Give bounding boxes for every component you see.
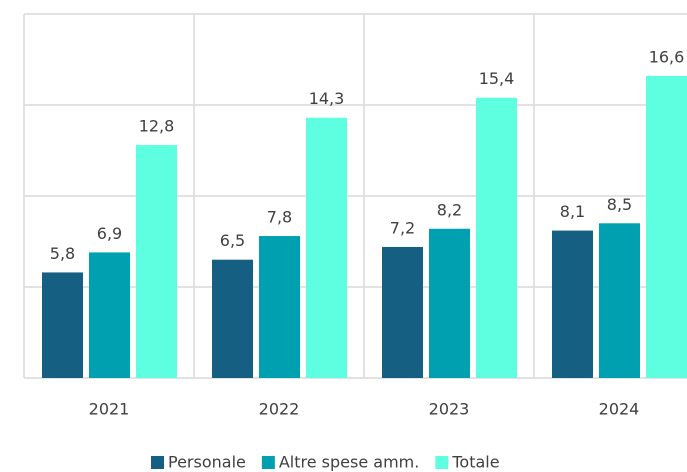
data-label: 6,9 [97, 224, 122, 243]
data-label: 15,4 [479, 69, 515, 88]
legend-label: Personale [168, 453, 246, 472]
data-label: 7,8 [267, 208, 292, 227]
data-label: 8,5 [607, 195, 632, 214]
bar [212, 259, 253, 378]
data-label: 14,3 [309, 89, 345, 108]
legend-swatch [151, 456, 164, 469]
data-label: 12,8 [139, 117, 175, 136]
bar [306, 117, 347, 379]
legend-swatch [261, 456, 275, 469]
x-tick-label: 2021 [89, 400, 130, 419]
bar [476, 97, 517, 378]
data-label: 8,2 [437, 200, 462, 219]
bar [429, 228, 470, 378]
bar [89, 252, 130, 378]
bar [136, 145, 177, 378]
bar [552, 230, 593, 378]
x-tick-label: 2024 [599, 400, 640, 419]
legend-label: Totale [451, 453, 499, 472]
legend-label: Altre spese amm. [279, 453, 419, 472]
data-label: 7,2 [390, 218, 415, 237]
data-label: 8,1 [560, 202, 585, 221]
legend-swatch [435, 456, 449, 469]
bar [599, 223, 640, 378]
data-label: 6,5 [220, 231, 245, 250]
bar [382, 246, 423, 378]
x-tick-label: 2023 [429, 400, 470, 419]
data-label: 5,8 [50, 244, 75, 263]
data-label: 16,6 [649, 47, 685, 66]
bar [259, 236, 300, 378]
bar [42, 272, 83, 378]
x-tick-label: 2022 [259, 400, 300, 419]
bar [646, 75, 687, 378]
